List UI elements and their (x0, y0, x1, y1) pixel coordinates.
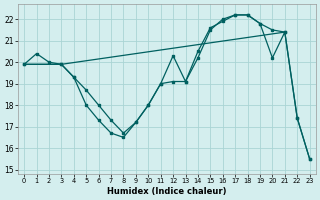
X-axis label: Humidex (Indice chaleur): Humidex (Indice chaleur) (107, 187, 227, 196)
